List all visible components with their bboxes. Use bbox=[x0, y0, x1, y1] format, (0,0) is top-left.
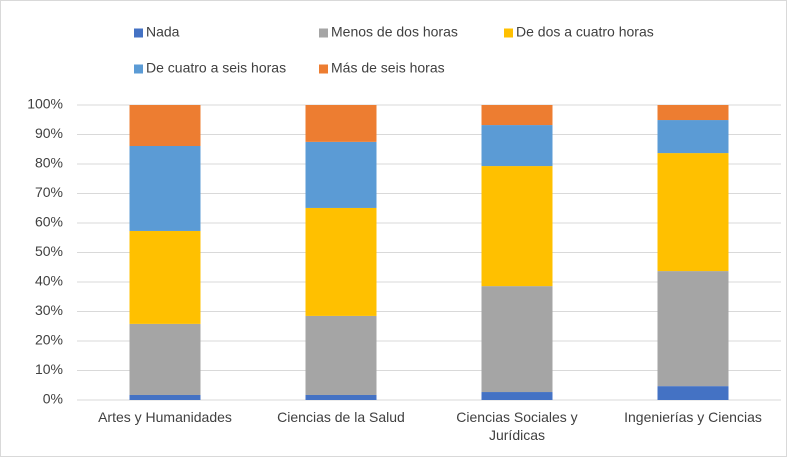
legend-label: De cuatro a seis horas bbox=[146, 60, 286, 76]
bar-segment bbox=[305, 394, 377, 400]
bar-segment bbox=[305, 105, 377, 142]
legend-label: De dos a cuatro horas bbox=[516, 24, 654, 40]
bar-segment bbox=[129, 394, 201, 400]
bar-segment bbox=[129, 323, 201, 395]
bar-segment bbox=[657, 105, 729, 121]
bar-segment bbox=[129, 230, 201, 324]
y-tick-label: 30% bbox=[35, 302, 63, 318]
y-tick-label: 90% bbox=[35, 125, 63, 141]
y-tick-label: 50% bbox=[35, 243, 63, 259]
y-tick-label: 100% bbox=[27, 96, 63, 112]
bar-segment bbox=[481, 125, 553, 167]
y-tick-label: 60% bbox=[35, 214, 63, 230]
x-tick-label: Ciencias Sociales y Jurídicas bbox=[456, 409, 578, 443]
legend-marker bbox=[134, 64, 143, 74]
bar-segment bbox=[481, 105, 553, 126]
bar-segment bbox=[657, 271, 729, 387]
bar-segment bbox=[305, 315, 377, 395]
legend-marker bbox=[319, 28, 328, 38]
y-tick-label: 20% bbox=[35, 332, 63, 348]
x-tick-label: Ingenierías y Ciencias bbox=[624, 409, 762, 425]
bar-segment bbox=[129, 146, 201, 231]
bar-segment bbox=[129, 105, 201, 147]
y-tick-label: 0% bbox=[43, 391, 63, 407]
bar-segment bbox=[481, 392, 553, 400]
y-tick-label: 10% bbox=[35, 361, 63, 377]
y-tick-label: 80% bbox=[35, 155, 63, 171]
bar-segment bbox=[305, 207, 377, 316]
legend-marker bbox=[319, 64, 328, 74]
legend-marker bbox=[134, 28, 143, 38]
legend-label: Nada bbox=[146, 24, 180, 40]
bar-segment bbox=[657, 153, 729, 272]
bar-segment bbox=[657, 386, 729, 400]
x-tick-label: Ciencias de la Salud bbox=[277, 409, 405, 425]
bar-segment bbox=[481, 286, 553, 393]
legend-label: Menos de dos horas bbox=[331, 24, 458, 40]
y-tick-label: 70% bbox=[35, 184, 63, 200]
legend-label: Más de seis horas bbox=[331, 60, 445, 76]
bar-segment bbox=[305, 141, 377, 208]
legend-marker bbox=[504, 28, 513, 38]
x-tick-label: Artes y Humanidades bbox=[98, 409, 232, 425]
bar-segment bbox=[657, 120, 729, 154]
y-tick-label: 40% bbox=[35, 273, 63, 289]
bar-segment bbox=[481, 166, 553, 287]
